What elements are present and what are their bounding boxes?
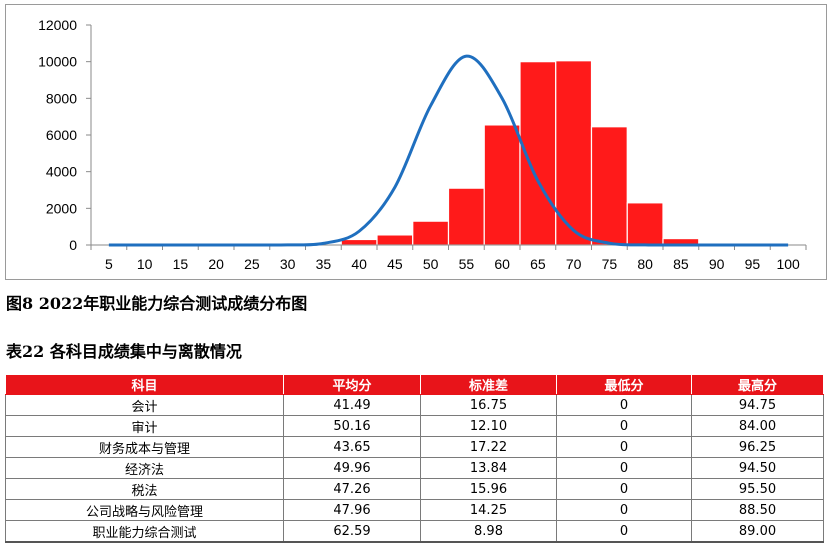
figure-caption: 图8 2022年职业能力综合测试成绩分布图 [6, 294, 308, 313]
table-row: 职业能力综合测试 62.59 8.98 0 89.00 [5, 520, 824, 543]
stats-table: 科目 平均分 标准差 最低分 最高分 会计 41.49 16.75 0 94.7… [5, 374, 824, 543]
cell-max: 84.00 [691, 415, 824, 437]
cell-subject: 经济法 [5, 457, 284, 479]
cell-min: 0 [556, 436, 692, 458]
cell-subject: 税法 [5, 478, 284, 500]
cell-std: 13.84 [420, 457, 557, 479]
table-row: 公司战略与风险管理 47.96 14.25 0 88.50 [5, 499, 824, 521]
x-tick-label: 65 [530, 256, 546, 272]
cell-mean: 41.49 [283, 394, 421, 416]
header-std: 标准差 [420, 374, 557, 395]
cell-min: 0 [556, 457, 692, 479]
cell-std: 17.22 [420, 436, 557, 458]
table-row: 税法 47.26 15.96 0 95.50 [5, 478, 824, 500]
cell-mean: 47.26 [283, 478, 421, 500]
chart-container: 0 2000 4000 6000 8000 10000 12000 5 10 15 20 25 30 35… [5, 4, 827, 280]
x-tick-label: 75 [602, 256, 618, 272]
table-row: 财务成本与管理 43.65 17.22 0 96.25 [5, 436, 824, 458]
histogram-bar [447, 187, 485, 246]
cell-min: 0 [556, 415, 692, 437]
table-row: 会计 41.49 16.75 0 94.75 [5, 394, 824, 416]
x-tick-label: 50 [423, 256, 439, 272]
cell-subject: 职业能力综合测试 [5, 520, 284, 543]
cell-std: 16.75 [420, 394, 557, 416]
header-subject: 科目 [5, 374, 284, 395]
cell-std: 12.10 [420, 415, 557, 437]
normal-distribution-curve [108, 54, 789, 247]
cell-subject: 审计 [5, 415, 284, 437]
x-tick-label: 10 [137, 256, 153, 272]
header-min: 最低分 [556, 374, 692, 395]
x-tick-label: 55 [459, 256, 475, 272]
table-header-row: 科目 平均分 标准差 最低分 最高分 [5, 374, 824, 395]
header-mean: 平均分 [283, 374, 421, 395]
histogram-bar [340, 238, 378, 246]
cell-max: 88.50 [691, 499, 824, 521]
x-tick-label: 40 [351, 256, 367, 272]
x-tick-label: 60 [494, 256, 510, 272]
table-row: 审计 50.16 12.10 0 84.00 [5, 415, 824, 437]
histogram-bar [412, 220, 450, 246]
cell-std: 15.96 [420, 478, 557, 500]
cell-max: 95.50 [691, 478, 824, 500]
cell-mean: 47.96 [283, 499, 421, 521]
cell-min: 0 [556, 520, 692, 543]
cell-max: 94.75 [691, 394, 824, 416]
x-tick-label: 90 [709, 256, 725, 272]
cell-max: 89.00 [691, 520, 824, 543]
y-tick-label: 0 [69, 237, 77, 253]
cell-min: 0 [556, 478, 692, 500]
x-tick-label: 85 [673, 256, 689, 272]
x-tick-label: 70 [566, 256, 582, 272]
cell-std: 8.98 [420, 520, 557, 543]
cell-std: 14.25 [420, 499, 557, 521]
x-tick-label: 35 [316, 256, 332, 272]
cell-min: 0 [556, 394, 692, 416]
histogram-bar [376, 234, 414, 246]
x-tick-label: 100 [776, 256, 800, 272]
cell-subject: 会计 [5, 394, 284, 416]
y-tick-label: 6000 [46, 127, 77, 143]
cell-mean: 43.65 [283, 436, 421, 458]
y-tick-label: 4000 [46, 164, 77, 180]
x-tick-label: 5 [105, 256, 113, 272]
cell-mean: 62.59 [283, 520, 421, 543]
y-tick-label: 12000 [38, 17, 77, 33]
x-tick-label: 30 [280, 256, 296, 272]
cell-mean: 49.96 [283, 457, 421, 479]
x-tick-label: 80 [637, 256, 653, 272]
header-max: 最高分 [691, 374, 824, 395]
histogram-bar [483, 124, 521, 246]
cell-min: 0 [556, 499, 692, 521]
cell-max: 96.25 [691, 436, 824, 458]
x-tick-label: 15 [173, 256, 189, 272]
table-caption: 表22 各科目成绩集中与离散情况 [6, 342, 242, 361]
cell-mean: 50.16 [283, 415, 421, 437]
y-tick-label: 2000 [46, 200, 77, 216]
cell-subject: 公司战略与风险管理 [5, 499, 284, 521]
x-tick-label: 45 [387, 256, 403, 272]
y-tick-label: 8000 [46, 90, 77, 106]
cell-subject: 财务成本与管理 [5, 436, 284, 458]
x-tick-label: 20 [208, 256, 224, 272]
cell-max: 94.50 [691, 457, 824, 479]
x-tick-label: 25 [244, 256, 260, 272]
histogram-bar [590, 126, 628, 246]
histogram-bar [626, 202, 664, 246]
table-row: 经济法 49.96 13.84 0 94.50 [5, 457, 824, 479]
y-tick-label: 10000 [38, 54, 77, 70]
x-tick-label: 95 [745, 256, 761, 272]
distribution-chart: 0 2000 4000 6000 8000 10000 12000 5 10 15 20 25 30 35… [38, 17, 807, 272]
